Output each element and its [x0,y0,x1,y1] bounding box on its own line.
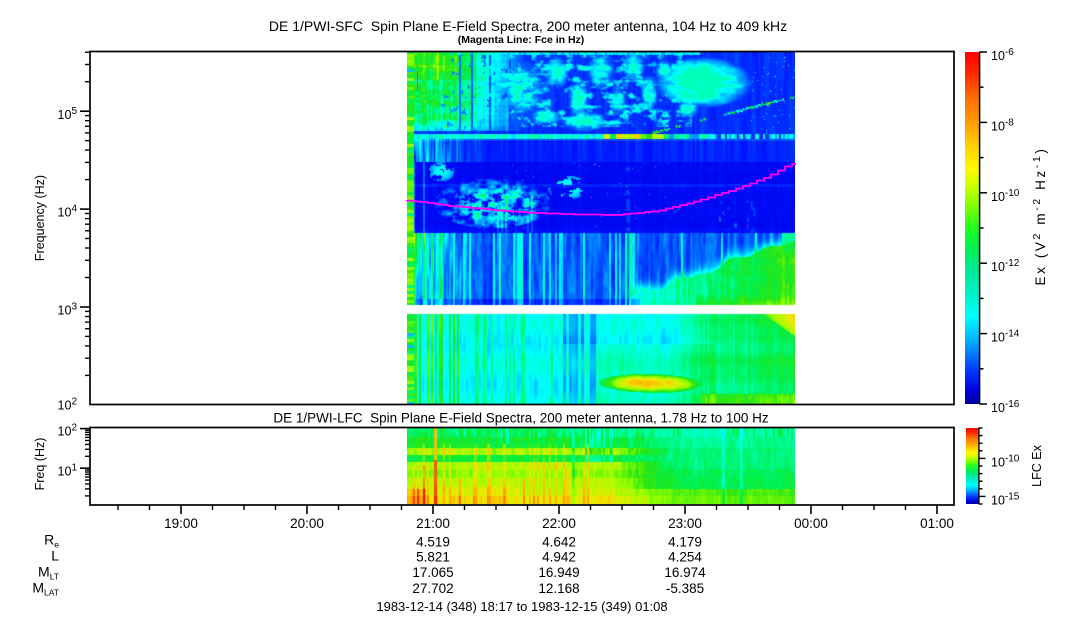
svg-text:4.179: 4.179 [668,535,702,550]
svg-text:22:00: 22:00 [542,516,576,531]
svg-text:1983-12-14 (348) 18:17 to 1983: 1983-12-14 (348) 18:17 to 1983-12-15 (34… [376,599,667,614]
svg-text:4.254: 4.254 [668,550,702,565]
svg-text:10-8: 10-8 [991,117,1014,133]
svg-text:L: L [51,548,59,564]
svg-text:10-15: 10-15 [991,491,1020,507]
svg-text:Frequency (Hz): Frequency (Hz) [33,175,47,261]
svg-text:20:00: 20:00 [290,516,324,531]
svg-text:103: 103 [58,302,78,318]
svg-text:23:00: 23:00 [668,516,702,531]
svg-text:101: 101 [58,463,78,479]
svg-text:10-16: 10-16 [991,399,1020,415]
svg-text:21:00: 21:00 [416,516,450,531]
svg-text:10-6: 10-6 [991,47,1014,63]
svg-text:19:00: 19:00 [164,516,198,531]
svg-text:DE 1/PWI-SFC Spin Plane E-Fie: DE 1/PWI-SFC Spin Plane E-Field Spectra,… [269,18,787,34]
svg-text:4.519: 4.519 [416,535,450,550]
svg-text:16.949: 16.949 [538,565,579,580]
svg-text:00:00: 00:00 [794,516,828,531]
svg-text:27.702: 27.702 [412,581,453,596]
svg-text:5.821: 5.821 [416,550,450,565]
svg-text:4.642: 4.642 [542,535,576,550]
svg-text:10-10: 10-10 [991,453,1020,469]
svg-text:4.942: 4.942 [542,550,576,565]
svg-text:10-14: 10-14 [991,329,1020,345]
svg-text:102: 102 [58,423,78,439]
svg-text:17.065: 17.065 [412,565,453,580]
svg-text:Ex (V2 m-2 Hz-1): Ex (V2 m-2 Hz-1) [1031,147,1048,286]
svg-text:12.168: 12.168 [538,581,579,596]
svg-text:16.974: 16.974 [664,565,706,580]
svg-text:10-10: 10-10 [991,188,1020,204]
svg-text:10-12: 10-12 [991,258,1020,274]
svg-text:105: 105 [58,106,78,122]
svg-text:01:00: 01:00 [920,516,954,531]
svg-text:DE 1/PWI-LFC Spin Plane E-Fie: DE 1/PWI-LFC Spin Plane E-Field Spectra,… [273,411,768,426]
svg-text:102: 102 [58,397,78,413]
svg-text:104: 104 [58,204,78,220]
svg-text:(Magenta Line: Fce in Hz): (Magenta Line: Fce in Hz) [458,34,585,46]
svg-text:Freq (Hz): Freq (Hz) [33,438,47,491]
svg-text:LFC Ex: LFC Ex [1030,444,1044,486]
svg-text:-5.385: -5.385 [666,581,704,596]
svg-text:MLAT: MLAT [32,580,59,598]
